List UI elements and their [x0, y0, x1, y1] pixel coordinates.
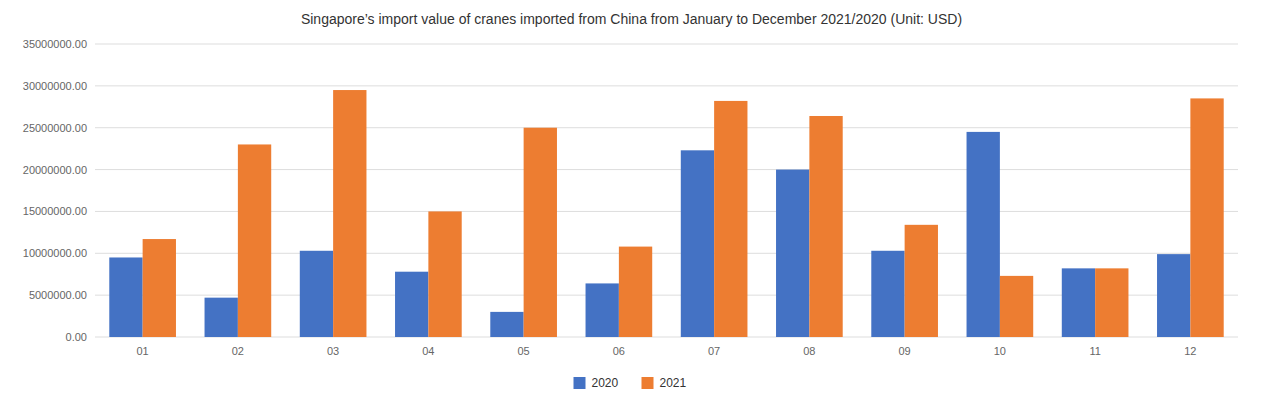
bar [1157, 254, 1190, 337]
bar [490, 312, 523, 337]
bar [524, 128, 557, 337]
bar [300, 251, 333, 337]
legend-label: 2020 [592, 376, 619, 390]
y-tick-label: 15000000.00 [23, 205, 87, 217]
bar [967, 132, 1000, 337]
x-tick-label: 04 [422, 345, 434, 357]
x-tick-label: 12 [1184, 345, 1196, 357]
bar [809, 116, 842, 337]
bar [143, 239, 176, 337]
y-tick-label: 25000000.00 [23, 122, 87, 134]
x-tick-label: 03 [327, 345, 339, 357]
bar [428, 211, 461, 337]
grid-line [95, 85, 1238, 86]
x-tick-label: 09 [899, 345, 911, 357]
bar [109, 257, 142, 337]
bar [905, 225, 938, 337]
x-tick-label: 07 [708, 345, 720, 357]
y-tick-label: 35000000.00 [23, 38, 87, 50]
bar [395, 272, 428, 337]
bars [109, 90, 1223, 337]
x-tick-label: 01 [137, 345, 149, 357]
y-axis: 0.00 5000000.00 10000000.00 15000000.00 2000… [23, 38, 1238, 343]
bar [1000, 276, 1033, 337]
x-tick-label: 08 [803, 345, 815, 357]
y-tick-label: 0.00 [66, 331, 87, 343]
bar [1190, 98, 1223, 337]
y-tick-label: 5000000.00 [29, 289, 87, 301]
grid-line [95, 127, 1238, 128]
bar [1095, 268, 1128, 337]
bar [619, 247, 652, 337]
legend: 2020 2021 [574, 376, 687, 390]
legend-swatch [642, 377, 654, 389]
y-tick-label: 30000000.00 [23, 80, 87, 92]
bar [205, 298, 238, 337]
x-tick-label: 10 [994, 345, 1006, 357]
bar [714, 101, 747, 337]
x-tick-label: 05 [518, 345, 530, 357]
legend-label: 2021 [660, 376, 687, 390]
x-tick-label: 11 [1089, 345, 1100, 357]
bar [333, 90, 366, 337]
legend-swatch [574, 377, 586, 389]
bar [1062, 268, 1095, 337]
x-axis: 01 02 03 04 05 06 07 08 09 10 11 12 [137, 345, 1197, 357]
bar [681, 150, 714, 337]
bar [871, 251, 904, 337]
grid-line [95, 44, 1238, 45]
bar [238, 144, 271, 337]
title: Singapore’s import value of cranes impor… [301, 11, 962, 27]
x-tick-label: 06 [613, 345, 625, 357]
y-tick-label: 20000000.00 [23, 164, 87, 176]
y-tick-label: 10000000.00 [23, 247, 87, 259]
x-tick-label: 02 [232, 345, 244, 357]
bar [776, 170, 809, 337]
chart: Singapore’s import value of cranes impor… [0, 0, 1263, 409]
bar [586, 283, 619, 337]
